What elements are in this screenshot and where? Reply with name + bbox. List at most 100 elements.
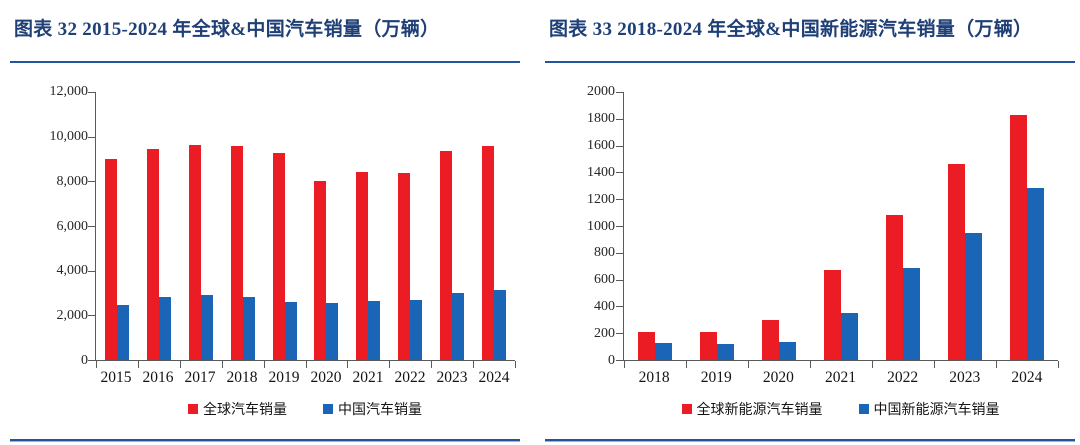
y-tick-label: 0 bbox=[81, 353, 88, 368]
y-tick-mark bbox=[616, 279, 623, 281]
legend-item-series-1: 中国新能源汽车销量 bbox=[858, 399, 1000, 419]
figure-title-row: 图表 33 2018-2024 年全球&中国新能源汽车销量（万辆） bbox=[545, 0, 1075, 56]
y-tick-label: 1200 bbox=[587, 191, 615, 207]
bar-series-1 bbox=[368, 300, 381, 360]
title-rule bbox=[545, 61, 1075, 63]
y-tick-mark bbox=[88, 226, 95, 227]
bar-series-1 bbox=[284, 302, 297, 360]
x-tick-mark bbox=[305, 361, 307, 368]
x-tick-label: 2023 bbox=[436, 369, 468, 386]
bottom-rule bbox=[545, 439, 1075, 442]
x-tick-mark bbox=[1058, 361, 1059, 368]
bar-group bbox=[96, 92, 138, 360]
y-tick-mark bbox=[616, 145, 623, 147]
x-tick-mark bbox=[810, 361, 811, 368]
y-tick-label: 8,000 bbox=[56, 173, 89, 189]
bar-series-1 bbox=[779, 341, 796, 360]
x-tick-mark bbox=[179, 361, 181, 368]
y-tick-label: 10,000 bbox=[49, 128, 89, 144]
x-axis-labels: 2018 2019 2020 2021 2022 2023 2024 bbox=[623, 369, 1058, 387]
bar-series-0 bbox=[440, 151, 453, 360]
y-tick-label: 400 bbox=[594, 299, 615, 315]
legend-label: 中国汽车销量 bbox=[338, 403, 422, 418]
y-tick-label: 800 bbox=[594, 245, 615, 261]
y-tick-label: 1000 bbox=[587, 218, 615, 234]
y-tick-mark bbox=[88, 315, 95, 317]
x-tick-label: 2020 bbox=[762, 369, 794, 386]
y-tick-label: 0 bbox=[608, 353, 615, 368]
x-axis-labels: 2015 2016 2017 2018 2019 2020 2021 2022 2023 2024 bbox=[95, 369, 515, 387]
y-tick-mark bbox=[616, 199, 623, 201]
plot-area bbox=[88, 92, 516, 368]
x-tick-mark bbox=[934, 361, 935, 368]
x-tick-label: 2015 bbox=[100, 369, 132, 386]
bar-group bbox=[264, 92, 306, 360]
bar-series-0 bbox=[700, 331, 717, 360]
bar-series-1 bbox=[242, 296, 255, 360]
y-tick-label: 4,000 bbox=[56, 263, 89, 279]
bar-group bbox=[431, 92, 473, 360]
y-tick-label: 6,000 bbox=[56, 218, 89, 234]
x-tick-label: 2024 bbox=[1011, 369, 1043, 386]
figure-title: 图表 33 2018-2024 年全球&中国新能源汽车销量（万辆） bbox=[549, 19, 1033, 41]
y-tick-label: 1600 bbox=[587, 137, 615, 153]
bar-group bbox=[180, 92, 222, 360]
bar-series-1 bbox=[200, 295, 213, 360]
bar-group bbox=[473, 92, 515, 360]
legend-swatch bbox=[188, 404, 198, 414]
x-tick-mark bbox=[96, 361, 97, 368]
y-tick-mark bbox=[88, 360, 95, 361]
bar-series-0 bbox=[314, 180, 327, 360]
bar-series-0 bbox=[948, 163, 965, 360]
y-tick-mark bbox=[616, 333, 623, 335]
bar-series-1 bbox=[158, 297, 171, 360]
y-tick-mark bbox=[88, 136, 95, 138]
y-tick-mark bbox=[616, 306, 623, 308]
bar-series-1 bbox=[116, 305, 129, 360]
y-tick-mark bbox=[616, 226, 623, 227]
y-tick-mark bbox=[616, 118, 623, 120]
x-tick-mark bbox=[263, 361, 265, 368]
x-tick-label: 2019 bbox=[268, 369, 300, 386]
bar-series-0 bbox=[824, 270, 841, 360]
y-axis-labels: 0 2,000 4,000 6,000 8,000 10,000 12,000 bbox=[10, 84, 89, 368]
bar-series-1 bbox=[717, 343, 734, 360]
figure-title-row: 图表 32 2015-2024 年全球&中国汽车销量（万辆） bbox=[10, 0, 520, 56]
bar-series-0 bbox=[230, 146, 243, 360]
x-tick-label: 2024 bbox=[478, 369, 510, 386]
bar-series-1 bbox=[903, 267, 920, 360]
x-tick-label: 2021 bbox=[824, 369, 856, 386]
x-tick-mark bbox=[515, 361, 516, 368]
x-tick-label: 2016 bbox=[142, 369, 174, 386]
y-tick-label: 600 bbox=[594, 272, 615, 288]
bottom-rule bbox=[10, 439, 520, 442]
bar-series-1 bbox=[655, 343, 672, 360]
legend: 全球新能源汽车销量 中国新能源汽车销量 bbox=[623, 399, 1058, 419]
x-tick-label: 2019 bbox=[700, 369, 732, 386]
legend-label: 中国新能源汽车销量 bbox=[873, 403, 1000, 418]
bar-series-1 bbox=[410, 299, 423, 360]
bar-group bbox=[686, 92, 748, 360]
legend-label: 全球新能源汽车销量 bbox=[696, 403, 823, 418]
x-tick-mark bbox=[431, 361, 433, 368]
bar-series-0 bbox=[1010, 115, 1027, 360]
bar-series-1 bbox=[326, 303, 339, 360]
x-tick-mark bbox=[473, 361, 475, 368]
bar-series-1 bbox=[452, 292, 465, 360]
x-tick-mark bbox=[872, 361, 873, 368]
title-rule bbox=[10, 61, 520, 63]
bar-series-0 bbox=[188, 145, 201, 360]
bar-chart-auto-sales: 0 2,000 4,000 6,000 8,000 10,000 12,000 bbox=[10, 84, 520, 368]
x-tick-label: 2018 bbox=[638, 369, 670, 386]
legend-swatch bbox=[858, 404, 869, 414]
x-tick-mark bbox=[624, 361, 625, 368]
x-tick-mark bbox=[347, 361, 349, 368]
x-tick-mark bbox=[389, 361, 391, 368]
bars bbox=[96, 92, 515, 360]
bar-series-0 bbox=[146, 149, 159, 360]
bar-group bbox=[138, 92, 180, 360]
bar-group bbox=[347, 92, 389, 360]
bar-group bbox=[306, 92, 348, 360]
y-tick-mark bbox=[616, 252, 623, 254]
x-tick-label: 2022 bbox=[887, 369, 919, 386]
